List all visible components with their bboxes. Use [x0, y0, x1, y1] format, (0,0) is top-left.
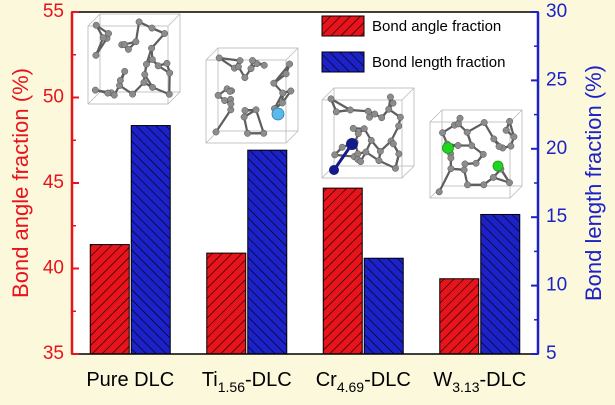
right-tick-label: 25 — [546, 69, 567, 90]
structure-insets — [87, 13, 523, 199]
pure-dlc-structure-icon — [87, 13, 181, 105]
left-tick-label: 50 — [43, 87, 64, 108]
right-tick-label: 15 — [546, 206, 567, 227]
right-tick-label: 20 — [546, 138, 567, 159]
left-axis-label: Bond angle fraction (%) — [8, 68, 33, 298]
bar-bond-angle-3 — [439, 278, 480, 355]
right-axis-label: Bond length fraction (%) — [581, 65, 606, 301]
legend-swatch-bond-angle — [321, 15, 365, 37]
bar-bond-length-3 — [480, 213, 521, 355]
right-tick-label: 30 — [546, 1, 567, 22]
left-tick-label: 35 — [43, 343, 64, 364]
x-tick-label: Cr4.69-DLC — [316, 369, 411, 395]
bar-bond-length-0 — [130, 125, 171, 355]
x-tick-label: Pure DLC — [86, 369, 174, 391]
left-tick-label: 45 — [43, 172, 64, 193]
legend: Bond angle fraction Bond length fraction — [321, 15, 505, 73]
left-tick-label: 55 — [43, 1, 64, 22]
bar-bond-angle-1 — [206, 252, 247, 355]
legend-label-bond-length: Bond length fraction — [372, 54, 505, 71]
w-dlc-structure-icon — [429, 109, 523, 199]
x-tick-label: W3.13-DLC — [433, 369, 526, 395]
right-axis-ticks: 5 10 15 20 25 30 — [531, 1, 567, 364]
left-tick-label: 40 — [43, 258, 64, 279]
legend-label-bond-angle: Bond angle fraction — [372, 18, 501, 35]
left-axis-ticks: 35 40 45 50 55 — [43, 1, 79, 364]
bar-bond-angle-2 — [322, 187, 363, 355]
right-tick-label: 5 — [546, 343, 557, 364]
x-tick-label: Ti1.56-DLC — [202, 369, 292, 395]
bar-bond-length-2 — [363, 257, 404, 355]
bar-bond-angle-0 — [89, 244, 130, 355]
x-axis-labels: Pure DLC Ti1.56-DLC Cr4.69-DLC W3.13-DLC — [86, 369, 526, 395]
ti-dlc-structure-icon — [205, 47, 299, 144]
right-tick-label: 10 — [546, 275, 567, 296]
bar-bond-length-1 — [247, 149, 288, 355]
cr-dlc-structure-icon — [321, 87, 415, 179]
bars — [89, 125, 521, 355]
legend-swatch-bond-length — [321, 51, 365, 73]
